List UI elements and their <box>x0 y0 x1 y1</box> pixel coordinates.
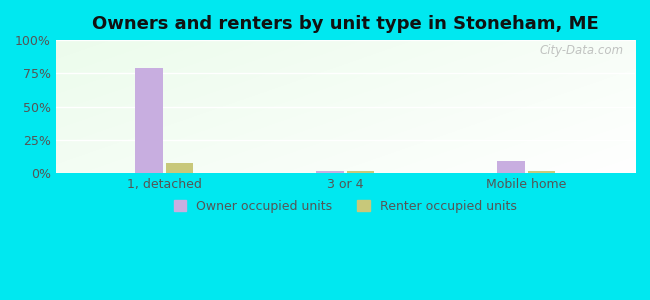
Text: City-Data.com: City-Data.com <box>540 44 623 57</box>
Legend: Owner occupied units, Renter occupied units: Owner occupied units, Renter occupied un… <box>169 195 522 218</box>
Bar <box>135 68 162 173</box>
Title: Owners and renters by unit type in Stoneham, ME: Owners and renters by unit type in Stone… <box>92 15 599 33</box>
Bar <box>347 171 374 173</box>
Bar <box>166 163 193 173</box>
Bar <box>497 161 525 173</box>
Bar <box>528 171 555 173</box>
Bar <box>317 171 344 173</box>
